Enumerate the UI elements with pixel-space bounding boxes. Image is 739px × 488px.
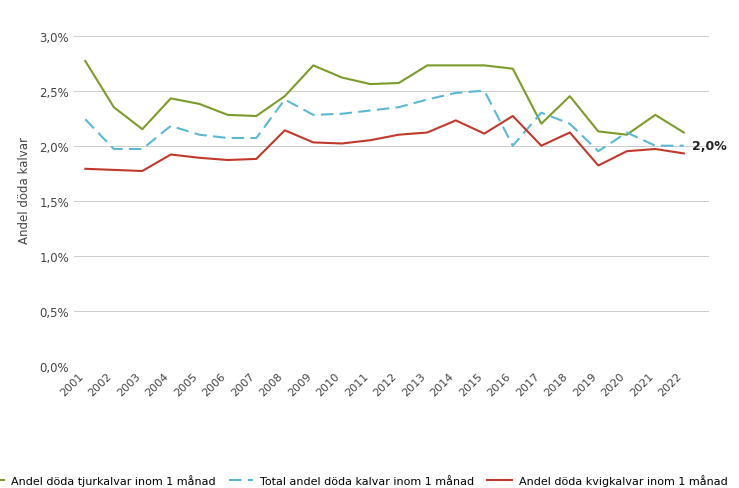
Text: 2,0%: 2,0% — [692, 140, 727, 153]
Andel döda tjurkalvar inom 1 månad — [622, 133, 631, 139]
Andel döda kvigkalvar inom 1 månad — [309, 140, 318, 146]
Andel döda kvigkalvar inom 1 månad — [252, 157, 261, 163]
Andel döda kvigkalvar inom 1 månad — [195, 156, 204, 162]
Total andel döda kalvar inom 1 månad — [622, 130, 631, 136]
Andel döda kvigkalvar inom 1 månad — [565, 130, 574, 136]
Andel döda tjurkalvar inom 1 månad — [109, 105, 118, 111]
Total andel döda kalvar inom 1 månad — [195, 133, 204, 139]
Andel döda kvigkalvar inom 1 månad — [338, 142, 347, 147]
Andel döda tjurkalvar inom 1 månad — [166, 96, 175, 102]
Total andel döda kalvar inom 1 månad — [452, 91, 460, 97]
Andel döda tjurkalvar inom 1 månad — [252, 114, 261, 120]
Andel döda tjurkalvar inom 1 månad — [565, 94, 574, 100]
Total andel döda kalvar inom 1 månad — [537, 111, 545, 117]
Line: Andel döda tjurkalvar inom 1 månad: Andel döda tjurkalvar inom 1 månad — [85, 62, 684, 136]
Total andel döda kalvar inom 1 månad — [423, 98, 432, 103]
Andel döda kvigkalvar inom 1 månad — [679, 151, 688, 157]
Andel döda tjurkalvar inom 1 månad — [537, 122, 545, 127]
Total andel döda kalvar inom 1 månad — [223, 136, 232, 142]
Andel döda kvigkalvar inom 1 månad — [480, 131, 488, 137]
Line: Andel döda kvigkalvar inom 1 månad: Andel döda kvigkalvar inom 1 månad — [85, 117, 684, 172]
Andel döda kvigkalvar inom 1 månad — [138, 169, 147, 175]
Total andel döda kalvar inom 1 månad — [679, 143, 688, 149]
Andel döda tjurkalvar inom 1 månad — [594, 129, 603, 135]
Andel döda tjurkalvar inom 1 månad — [338, 75, 347, 81]
Andel döda kvigkalvar inom 1 månad — [166, 152, 175, 158]
Andel döda tjurkalvar inom 1 månad — [81, 59, 89, 65]
Total andel döda kalvar inom 1 månad — [166, 123, 175, 129]
Andel döda kvigkalvar inom 1 månad — [81, 166, 89, 172]
Andel döda kvigkalvar inom 1 månad — [423, 130, 432, 136]
Total andel döda kalvar inom 1 månad — [309, 113, 318, 119]
Andel döda tjurkalvar inom 1 månad — [366, 82, 375, 88]
Y-axis label: Andel döda kalvar: Andel döda kalvar — [18, 137, 31, 244]
Andel döda kvigkalvar inom 1 månad — [280, 128, 289, 134]
Total andel döda kalvar inom 1 månad — [252, 136, 261, 142]
Andel döda tjurkalvar inom 1 månad — [309, 63, 318, 69]
Andel döda kvigkalvar inom 1 månad — [223, 158, 232, 163]
Andel döda kvigkalvar inom 1 månad — [109, 168, 118, 174]
Andel döda tjurkalvar inom 1 månad — [651, 113, 660, 119]
Andel döda tjurkalvar inom 1 månad — [423, 63, 432, 69]
Total andel döda kalvar inom 1 månad — [508, 143, 517, 149]
Total andel döda kalvar inom 1 månad — [565, 122, 574, 127]
Total andel döda kalvar inom 1 månad — [109, 147, 118, 153]
Andel döda tjurkalvar inom 1 månad — [480, 63, 488, 69]
Andel döda tjurkalvar inom 1 månad — [679, 130, 688, 136]
Legend: Andel döda tjurkalvar inom 1 månad, Total andel döda kalvar inom 1 månad, Andel : Andel döda tjurkalvar inom 1 månad, Tota… — [0, 470, 732, 488]
Andel döda tjurkalvar inom 1 månad — [395, 81, 403, 87]
Andel döda kvigkalvar inom 1 månad — [622, 149, 631, 155]
Total andel döda kalvar inom 1 månad — [338, 112, 347, 118]
Total andel döda kalvar inom 1 månad — [480, 89, 488, 95]
Andel döda kvigkalvar inom 1 månad — [651, 147, 660, 153]
Total andel döda kalvar inom 1 månad — [594, 149, 603, 155]
Andel döda tjurkalvar inom 1 månad — [223, 113, 232, 119]
Andel döda kvigkalvar inom 1 månad — [452, 118, 460, 124]
Total andel döda kalvar inom 1 månad — [138, 147, 147, 153]
Total andel döda kalvar inom 1 månad — [366, 108, 375, 114]
Line: Total andel döda kalvar inom 1 månad: Total andel döda kalvar inom 1 månad — [85, 92, 684, 152]
Total andel döda kalvar inom 1 månad — [395, 105, 403, 111]
Total andel döda kalvar inom 1 månad — [81, 117, 89, 123]
Total andel döda kalvar inom 1 månad — [651, 143, 660, 149]
Andel döda tjurkalvar inom 1 månad — [280, 94, 289, 100]
Andel döda kvigkalvar inom 1 månad — [508, 114, 517, 120]
Andel döda kvigkalvar inom 1 månad — [594, 163, 603, 169]
Andel döda tjurkalvar inom 1 månad — [138, 127, 147, 133]
Andel döda tjurkalvar inom 1 månad — [195, 102, 204, 108]
Andel döda tjurkalvar inom 1 månad — [508, 66, 517, 72]
Andel döda tjurkalvar inom 1 månad — [452, 63, 460, 69]
Andel döda kvigkalvar inom 1 månad — [366, 138, 375, 144]
Andel döda kvigkalvar inom 1 månad — [537, 143, 545, 149]
Total andel döda kalvar inom 1 månad — [280, 98, 289, 103]
Andel döda kvigkalvar inom 1 månad — [395, 133, 403, 139]
